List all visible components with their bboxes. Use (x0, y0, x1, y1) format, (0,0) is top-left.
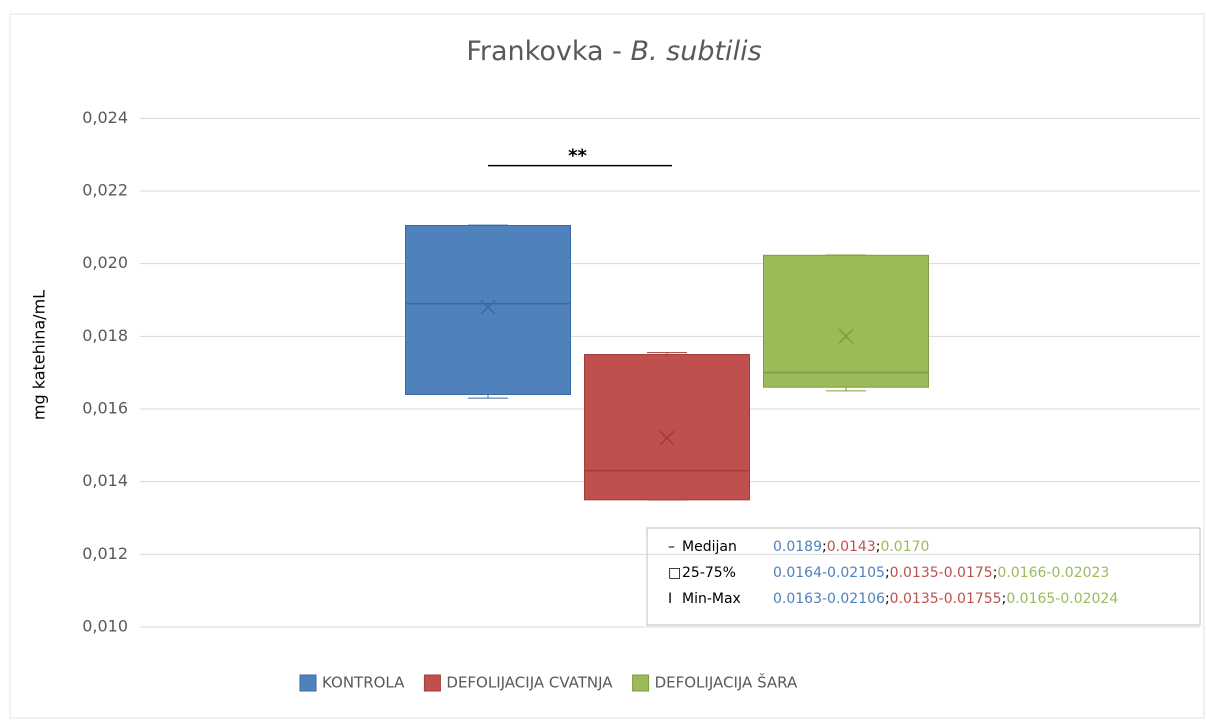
stats-label: Min-Max (682, 591, 741, 607)
y-tick-label: 0,014 (82, 471, 128, 490)
title-text: Frankovka - (466, 36, 622, 67)
legend-label: KONTROLA (322, 674, 405, 692)
significance-label: ** (568, 146, 587, 167)
stats-value: 0.0166-0.02023 (997, 565, 1109, 581)
stats-separator: ; (885, 591, 890, 607)
box (405, 225, 571, 395)
mean-marker (838, 328, 854, 344)
y-tick-label: 0,024 (82, 108, 128, 127)
stats-values: 0.0189;0.0143;0.0170 (773, 539, 929, 555)
stats-value: 0.0164-0.02105 (773, 565, 885, 581)
legend-swatch (299, 674, 317, 692)
stats-values: 0.0163-0.02106;0.0135-0.01755;0.0165-0.0… (773, 591, 1118, 607)
mean-marker (480, 299, 496, 315)
stats-separator: ; (885, 565, 890, 581)
stats-value: 0.0170 (880, 539, 929, 555)
y-tick-label: 0,010 (82, 617, 128, 636)
title-italic: B. subtilis (630, 36, 761, 67)
stats-separator: ; (876, 539, 881, 555)
y-tick-label: 0,018 (82, 326, 128, 345)
stats-separator: ; (822, 539, 827, 555)
stats-value: 0.0165-0.02024 (1006, 591, 1118, 607)
stats-value: 0.0143 (827, 539, 876, 555)
y-tick-label: 0,022 (82, 181, 128, 200)
stats-label: Medijan (682, 539, 737, 555)
chart-title: Frankovka - B. subtilis (466, 36, 761, 67)
y-tick-label: 0,016 (82, 399, 128, 418)
legend-label: DEFOLIJACIJA CVATNJA (446, 674, 613, 692)
y-axis-label: mg katehina/mL (30, 290, 49, 420)
stats-value: 0.0163-0.02106 (773, 591, 885, 607)
stats-values: 0.0164-0.02105;0.0135-0.0175;0.0166-0.02… (773, 565, 1109, 581)
stats-separator: ; (993, 565, 998, 581)
stats-symbol: □ (668, 565, 681, 581)
stats-value: 0.0189 (773, 539, 822, 555)
stats-separator: ; (1002, 591, 1007, 607)
legend-swatch (423, 674, 441, 692)
box (584, 354, 750, 501)
stats-value: 0.0135-0.01755 (890, 591, 1002, 607)
box (763, 254, 929, 388)
stats-table (646, 527, 1201, 626)
y-tick-label: 0,012 (82, 544, 128, 563)
legend-label: DEFOLIJACIJA ŠARA (655, 673, 798, 692)
legend-swatch (632, 674, 650, 692)
stats-value: 0.0135-0.0175 (890, 565, 993, 581)
stats-label: 25-75% (682, 565, 736, 581)
mean-marker (659, 430, 675, 446)
stats-symbol: – (668, 539, 675, 555)
stats-symbol: I (668, 591, 672, 607)
y-tick-label: 0,020 (82, 253, 128, 272)
